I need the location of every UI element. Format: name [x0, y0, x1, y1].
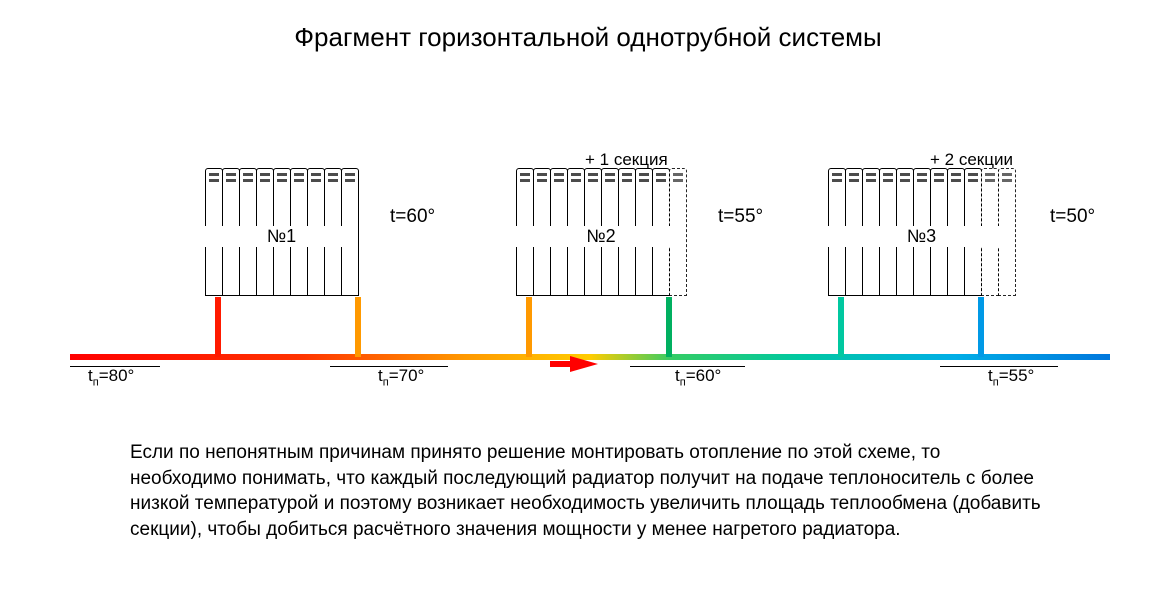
pipe-riser [838, 297, 844, 357]
radiator: №1 [205, 168, 358, 296]
sections-added-label: + 1 секция [585, 150, 668, 170]
pipe-temp-underline [630, 366, 745, 367]
pipe-riser [526, 297, 532, 357]
pipe-temp-label: tп=55° [988, 366, 1034, 388]
radiator-temp-out: t=55° [718, 206, 763, 228]
description-text: Если по непонятным причинам принято реше… [130, 440, 1046, 543]
radiator-label: №3 [828, 226, 1015, 247]
pipe-temp-label: tп=80° [88, 366, 134, 388]
pipe-riser [978, 297, 984, 357]
radiator: №3 [828, 168, 1015, 296]
pipe-temp-underline [330, 366, 448, 367]
pipe-riser [355, 297, 361, 357]
radiator-temp-out: t=60° [390, 206, 435, 228]
page-title: Фрагмент горизонтальной однотрубной сист… [0, 22, 1176, 53]
sections-added-label: + 2 секции [930, 150, 1013, 170]
radiator-label: №1 [205, 226, 358, 247]
flow-arrow-icon [570, 356, 598, 372]
pipe-temp-underline [70, 366, 160, 367]
pipe-riser [215, 297, 221, 357]
pipe-temp-label: tп=60° [675, 366, 721, 388]
pipe-temp-label: tп=70° [378, 366, 424, 388]
heating-diagram: №1 t=60° №2 + 1 секция t=55° №3 + 2 секции t=50… [70, 150, 1110, 390]
radiator-temp-out: t=50° [1050, 206, 1095, 228]
pipe-temp-underline [940, 366, 1058, 367]
radiator-label: №2 [516, 226, 686, 247]
pipe-riser [666, 297, 672, 357]
radiator: №2 [516, 168, 686, 296]
